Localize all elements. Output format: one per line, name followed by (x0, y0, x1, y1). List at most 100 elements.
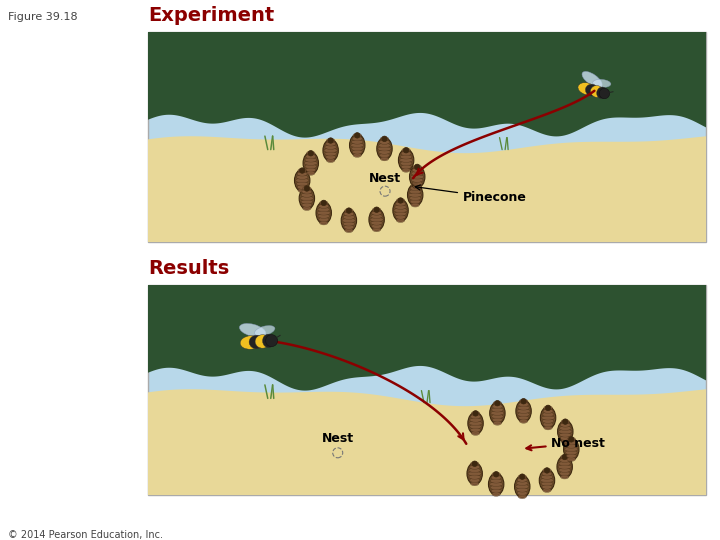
Ellipse shape (472, 411, 480, 416)
Ellipse shape (249, 335, 264, 349)
Ellipse shape (490, 482, 503, 487)
Ellipse shape (323, 139, 338, 161)
Ellipse shape (517, 409, 530, 413)
Ellipse shape (544, 406, 552, 410)
Ellipse shape (412, 181, 422, 186)
Ellipse shape (316, 202, 331, 224)
Ellipse shape (469, 478, 480, 482)
Ellipse shape (544, 468, 550, 473)
Ellipse shape (566, 454, 576, 458)
Ellipse shape (403, 147, 409, 153)
Ellipse shape (240, 323, 266, 337)
Ellipse shape (255, 335, 270, 348)
Ellipse shape (491, 489, 501, 493)
Ellipse shape (344, 225, 354, 230)
Ellipse shape (411, 178, 423, 183)
Ellipse shape (302, 206, 311, 211)
Ellipse shape (543, 468, 552, 472)
Ellipse shape (297, 175, 308, 179)
Ellipse shape (593, 79, 611, 87)
Ellipse shape (379, 150, 390, 154)
Ellipse shape (543, 409, 553, 414)
Ellipse shape (566, 441, 576, 445)
Ellipse shape (518, 412, 529, 417)
Ellipse shape (402, 148, 410, 152)
Ellipse shape (380, 157, 389, 161)
Ellipse shape (518, 406, 529, 410)
Ellipse shape (398, 149, 414, 171)
Ellipse shape (296, 178, 309, 183)
Text: Figure 39.18: Figure 39.18 (8, 12, 78, 22)
Ellipse shape (374, 207, 379, 212)
Polygon shape (148, 32, 706, 138)
Ellipse shape (578, 83, 595, 95)
Ellipse shape (539, 469, 554, 491)
Polygon shape (148, 285, 706, 390)
Ellipse shape (410, 199, 420, 204)
Ellipse shape (518, 475, 526, 479)
Polygon shape (148, 32, 706, 108)
Ellipse shape (469, 468, 480, 472)
Ellipse shape (341, 210, 356, 232)
Ellipse shape (297, 172, 307, 176)
Ellipse shape (520, 474, 525, 480)
Ellipse shape (470, 481, 479, 486)
Ellipse shape (294, 170, 310, 192)
Ellipse shape (542, 412, 554, 417)
Ellipse shape (541, 482, 553, 486)
Ellipse shape (541, 478, 554, 483)
Ellipse shape (492, 404, 503, 409)
Ellipse shape (490, 485, 502, 490)
Ellipse shape (560, 475, 569, 479)
Ellipse shape (402, 168, 410, 172)
Ellipse shape (471, 415, 480, 419)
Ellipse shape (408, 184, 423, 206)
Ellipse shape (543, 488, 552, 492)
Ellipse shape (559, 429, 572, 434)
Ellipse shape (395, 201, 405, 206)
Ellipse shape (411, 183, 420, 187)
Ellipse shape (410, 174, 424, 179)
Ellipse shape (493, 401, 502, 406)
Text: Pinecone: Pinecone (415, 185, 527, 204)
Ellipse shape (371, 221, 382, 225)
Ellipse shape (557, 456, 572, 478)
Ellipse shape (541, 416, 554, 420)
Ellipse shape (398, 198, 403, 203)
Ellipse shape (559, 468, 570, 472)
Text: Nest: Nest (322, 433, 354, 446)
Ellipse shape (562, 419, 568, 424)
Ellipse shape (371, 214, 382, 219)
Ellipse shape (467, 463, 482, 485)
Ellipse shape (410, 190, 421, 194)
Ellipse shape (305, 158, 317, 162)
Ellipse shape (345, 228, 353, 233)
Ellipse shape (565, 450, 577, 455)
Ellipse shape (516, 488, 528, 492)
Ellipse shape (541, 407, 556, 429)
Ellipse shape (567, 457, 575, 461)
Ellipse shape (325, 152, 336, 156)
Ellipse shape (488, 473, 504, 495)
Ellipse shape (319, 204, 329, 208)
Ellipse shape (559, 471, 570, 476)
Ellipse shape (300, 196, 313, 200)
Ellipse shape (518, 494, 526, 498)
Ellipse shape (561, 439, 570, 444)
Ellipse shape (543, 422, 553, 427)
Ellipse shape (401, 165, 411, 169)
Ellipse shape (559, 426, 571, 430)
Ellipse shape (349, 134, 365, 156)
Ellipse shape (300, 187, 315, 210)
Ellipse shape (495, 401, 500, 406)
Ellipse shape (301, 193, 312, 197)
Ellipse shape (519, 419, 528, 423)
Ellipse shape (597, 87, 607, 99)
Ellipse shape (344, 212, 354, 216)
Ellipse shape (492, 417, 503, 422)
Ellipse shape (304, 161, 318, 165)
Ellipse shape (491, 411, 504, 415)
Ellipse shape (302, 203, 312, 207)
Ellipse shape (542, 471, 552, 476)
Ellipse shape (585, 84, 598, 96)
